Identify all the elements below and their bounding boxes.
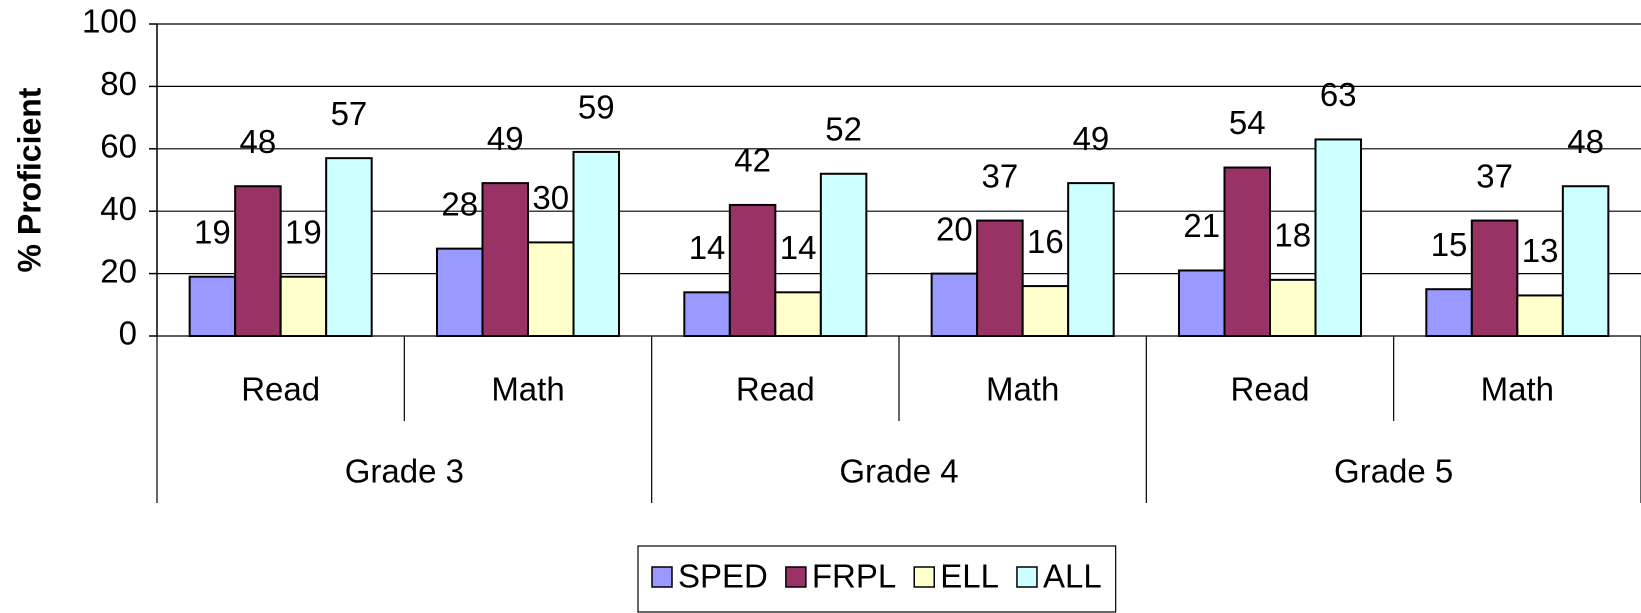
data-label: 19 [285,213,322,250]
data-label: 37 [1476,157,1513,194]
group-label: Grade 5 [1334,453,1453,490]
data-label: 52 [825,110,862,147]
group-label: Grade 4 [839,453,958,490]
data-label: 15 [1431,226,1468,263]
legend-swatch [913,566,935,588]
legend-swatch [1016,566,1038,588]
bar [683,291,731,338]
bar [481,182,529,337]
bar [1177,269,1226,338]
bar [188,275,237,337]
bar [527,241,575,337]
x-tick-label: Read [241,371,320,408]
group-label: Grade 3 [345,453,464,490]
data-label: 59 [578,89,615,126]
y-tick-label: 80 [100,65,137,102]
y-axis-label: % Proficient [11,87,47,272]
bar [1561,185,1610,337]
bar [1516,294,1564,338]
bar [1314,138,1363,337]
y-tick-label: 100 [82,3,137,40]
legend-label: SPED [678,558,768,595]
data-label: 16 [1027,223,1064,260]
legend-label: ELL [940,558,999,595]
bar [572,150,621,337]
bar [819,172,868,337]
x-tick-label: Math [1481,371,1554,408]
data-label: 49 [1073,120,1110,157]
bar [774,291,822,338]
bar [1470,219,1519,337]
y-tick-label: 20 [100,252,137,289]
data-label: 30 [532,179,569,216]
bar [435,247,484,337]
data-label: 20 [936,210,973,247]
bar [279,275,328,337]
x-tick-label: Read [736,371,815,408]
data-label: 48 [1567,123,1604,160]
data-label: 63 [1320,76,1357,113]
bar [325,157,373,337]
data-label: 37 [982,157,1019,194]
legend-label: ALL [1043,558,1102,595]
data-label: 18 [1274,217,1311,254]
x-tick-label: Math [491,371,564,408]
bar [1223,166,1272,337]
data-label: 42 [734,142,771,179]
legend-swatch [785,566,807,588]
data-label: 14 [689,229,726,266]
data-label: 13 [1522,232,1559,269]
bar [1425,288,1473,338]
data-label: 28 [441,185,478,222]
x-tick-label: Math [986,371,1059,408]
y-tick-label: 40 [100,190,137,227]
data-label: 54 [1229,104,1266,141]
bar [976,219,1024,337]
legend-label: FRPL [812,558,896,595]
bar [234,185,282,337]
y-tick-label: 0 [119,315,137,352]
data-label: 49 [487,120,524,157]
data-label: 19 [194,213,231,250]
bar [1067,182,1115,337]
data-label: 57 [331,95,368,132]
data-label: 14 [780,229,817,266]
data-label: 48 [240,123,277,160]
bar [728,203,777,337]
bar [930,272,979,338]
bar [1269,278,1317,337]
bar [1021,285,1070,337]
y-tick-label: 60 [100,128,137,165]
data-label: 21 [1183,207,1220,244]
x-tick-label: Read [1231,371,1310,408]
legend-swatch [651,566,673,588]
